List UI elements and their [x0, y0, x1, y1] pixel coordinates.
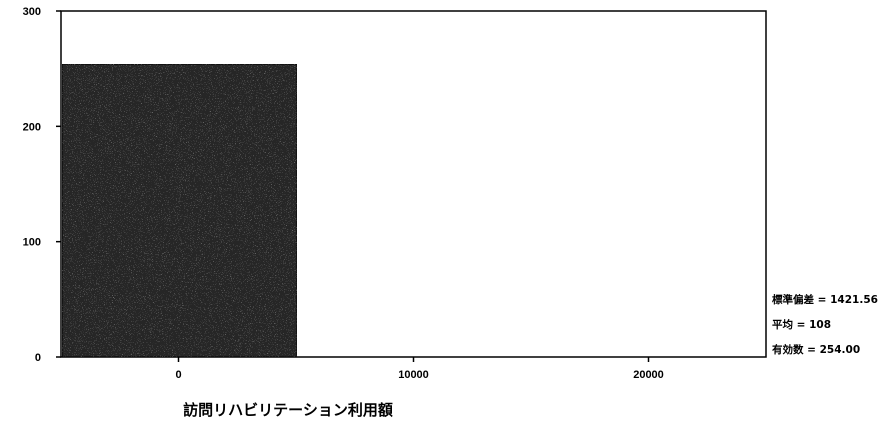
x-axis-label: 訪問リハビリテーション利用額 — [183, 401, 393, 419]
stat-label: 有効数 = 254.00 — [772, 343, 860, 356]
x-tick-label: 20000 — [633, 369, 664, 381]
y-tick-label: 0 — [35, 352, 41, 364]
stat-label: 平均 = 108 — [772, 318, 831, 331]
histogram-bar-0 — [61, 63, 298, 358]
x-tick-label: 0 — [175, 369, 181, 381]
stat-label: 標準偏差 = 1421.56 — [772, 293, 878, 306]
y-tick-label: 100 — [23, 237, 41, 249]
x-tick-label: 10000 — [398, 369, 429, 381]
y-tick-label: 200 — [23, 121, 41, 133]
y-tick-label: 300 — [23, 6, 41, 18]
